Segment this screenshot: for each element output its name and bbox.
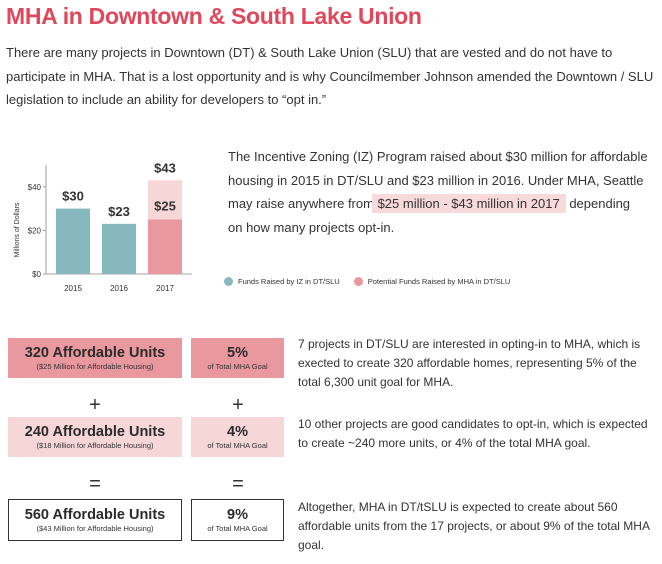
equals-sign-pct: = — [232, 473, 244, 495]
x-tick-label: 2015 — [64, 284, 82, 293]
page-title: MHA in Downtown & South Lake Union — [6, 3, 422, 29]
pct-sub: of Total MHA Goal — [207, 361, 268, 371]
pct-value: 4% — [227, 423, 248, 440]
pct-sub: of Total MHA Goal — [207, 523, 268, 533]
pct-value: 5% — [227, 344, 248, 361]
units-value: 240 Affordable Units — [24, 423, 166, 440]
legend-label-mha: Potential Funds Raised by MHA in DT/SLU — [367, 277, 511, 286]
bar-2016-0 — [102, 223, 136, 274]
data-label: $30 — [62, 189, 84, 204]
pct-box-5: 5% of Total MHA Goal — [191, 338, 284, 378]
legend-swatch-mha — [353, 277, 363, 286]
chart-legend: Funds Raised by IZ in DT/SLU Potential F… — [224, 277, 524, 286]
y-tick-label: $0 — [32, 270, 41, 279]
y-tick-label: $20 — [28, 226, 42, 235]
row-description-1: 7 projects in DT/SLU are interested in o… — [298, 337, 641, 389]
units-box-240: 240 Affordable Units ($18 Million for Af… — [8, 417, 182, 457]
plus-sign-pct: + — [232, 394, 244, 416]
units-box-560: 560 Affordable Units ($43 Million for Af… — [8, 499, 182, 541]
legend-swatch-iz — [224, 277, 233, 286]
x-tick-label: 2016 — [110, 284, 128, 293]
iz-text-after: depending on how many projects opt-in. — [228, 196, 631, 235]
legend-item-mha: Potential Funds Raised by MHA in DT/SLU — [353, 277, 511, 286]
intro-paragraph: There are many projects in Downtown (DT)… — [6, 45, 654, 107]
x-tick-label: 2017 — [156, 284, 174, 293]
row-description-2: 10 other projects are good candidates to… — [298, 417, 648, 450]
iz-text-before: The Incentive Zoning (IZ) Program raised… — [228, 149, 648, 211]
pct-sub: of Total MHA Goal — [207, 440, 268, 450]
bar-2017-1 — [148, 219, 182, 274]
funds-bar-chart: Millions of Dollars $0 $20 $40 $30 $23 $25 $4… — [14, 160, 192, 293]
data-label: $23 — [108, 204, 130, 219]
iz-description: The Incentive Zoning (IZ) Program raised… — [228, 145, 648, 239]
units-sub: ($18 Million for Affordable Housing) — [36, 440, 154, 450]
plus-sign-units: + — [89, 394, 101, 416]
data-label: $43 — [154, 160, 176, 175]
equals-sign-units: = — [89, 473, 101, 495]
pct-value: 9% — [227, 506, 248, 523]
units-sub: ($25 Million for Affordable Housing) — [36, 361, 154, 371]
iz-highlight: $25 million - $43 million in 2017 — [371, 194, 566, 213]
y-axis-label: Millions of Dollars — [14, 202, 21, 257]
units-value: 560 Affordable Units — [24, 506, 166, 523]
units-sub: ($43 Million for Affordable Housing) — [36, 523, 154, 533]
data-label: $25 — [154, 199, 176, 214]
legend-label-iz: Funds Raised by IZ in DT/SLU — [238, 277, 340, 286]
bar-2015-0 — [56, 208, 90, 274]
pct-box-4: 4% of Total MHA Goal — [191, 417, 284, 457]
row-description-3: Altogether, MHA in DT/tSLU is expected t… — [298, 500, 650, 552]
pct-box-9: 9% of Total MHA Goal — [191, 499, 284, 541]
units-value: 320 Affordable Units — [24, 344, 166, 361]
y-tick-label: $40 — [28, 183, 42, 192]
legend-item-iz: Funds Raised by IZ in DT/SLU — [224, 277, 340, 286]
units-box-320: 320 Affordable Units ($25 Million for Af… — [8, 338, 182, 378]
